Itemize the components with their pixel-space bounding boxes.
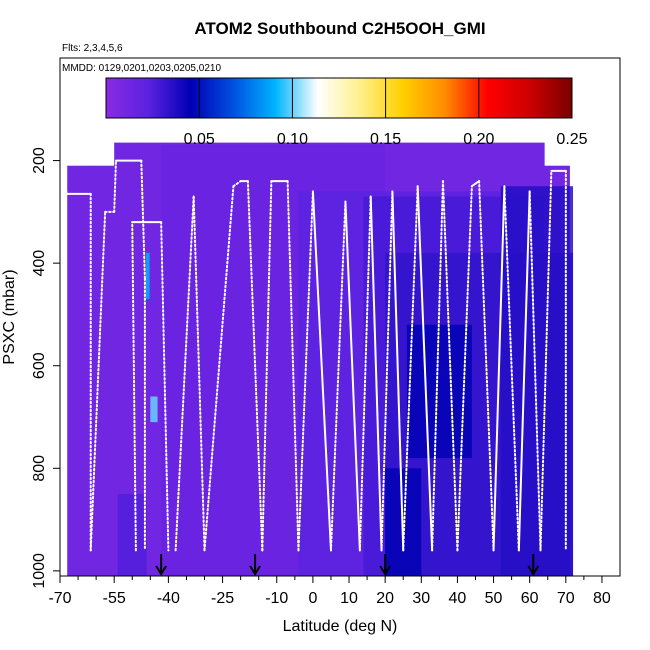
y-tick-label: 400 bbox=[31, 250, 48, 277]
flight-track-segment bbox=[539, 169, 553, 552]
x-tick-label: 50 bbox=[485, 590, 503, 607]
colorbar-ticks: 0.05 0.10 0.15 0.20 0.25 bbox=[184, 78, 588, 148]
heatmap-region bbox=[500, 186, 574, 576]
flight-track-segment bbox=[286, 180, 300, 552]
flight-track-segment bbox=[369, 195, 383, 552]
chart-title: ATOM2 Southbound C2H5OOH_GMI bbox=[194, 19, 485, 38]
colorbar: 0.05 0.10 0.15 0.20 0.25 bbox=[105, 77, 588, 148]
heatmap-region bbox=[145, 252, 150, 300]
x-tick-label: -70 bbox=[48, 590, 71, 607]
colorbar-tick-label: 0.05 bbox=[184, 131, 215, 148]
latitude-arrow bbox=[155, 554, 168, 576]
flight-track-segment bbox=[232, 180, 242, 188]
heatmap-region bbox=[150, 396, 158, 423]
y-axis: 200 400 600 800 1000 bbox=[31, 147, 60, 589]
flight-track-segment bbox=[192, 195, 206, 552]
x-tick-label: -55 bbox=[103, 590, 126, 607]
latitude-arrow bbox=[527, 554, 540, 576]
colorbar-tick-label: 0.20 bbox=[463, 131, 494, 148]
flight-track-segment bbox=[297, 190, 314, 552]
colorbar-tick-label: 0.10 bbox=[277, 131, 308, 148]
flight-track-segment bbox=[431, 180, 444, 552]
flight-track-segment bbox=[113, 159, 117, 213]
y-tick-label: 1000 bbox=[31, 553, 48, 589]
y-axis-label: PSXC (mbar) bbox=[1, 269, 18, 364]
x-tick-label: 30 bbox=[412, 590, 430, 607]
latitude-arrow bbox=[379, 554, 392, 576]
flight-track-segment bbox=[503, 185, 520, 552]
x-axis-label: Latitude (deg N) bbox=[283, 618, 398, 635]
flight-track-segment bbox=[441, 180, 459, 552]
flight-track-segment bbox=[140, 159, 146, 280]
flight-track-segment bbox=[261, 180, 273, 552]
flight-track-segment bbox=[89, 210, 107, 552]
flight-track-segment bbox=[203, 185, 235, 552]
flight-track-segment bbox=[63, 185, 69, 195]
flight-track-segment bbox=[329, 200, 347, 552]
flight-track-segment bbox=[311, 190, 332, 552]
flight-track-segment bbox=[416, 185, 434, 552]
x-tick-label: 40 bbox=[449, 590, 467, 607]
flight-track-segment bbox=[391, 190, 405, 552]
flight-profiles bbox=[63, 159, 567, 552]
colorbar-tick-label: 0.25 bbox=[556, 131, 587, 148]
x-tick-label: 80 bbox=[593, 590, 611, 607]
heatmap-region bbox=[406, 324, 472, 459]
colorbar-tick-label: 0.15 bbox=[370, 131, 401, 148]
flight-track-segment bbox=[358, 195, 372, 552]
flights-label: Flts: 2,3,4,5,6 bbox=[62, 43, 123, 54]
y-tick-label: 200 bbox=[31, 147, 48, 174]
x-tick-label: -40 bbox=[157, 590, 180, 607]
flight-track-segment bbox=[174, 195, 195, 552]
flight-track-segment bbox=[344, 200, 361, 552]
heatmap-background-column bbox=[67, 165, 94, 576]
x-tick-label: 70 bbox=[557, 590, 575, 607]
flight-track-segment bbox=[517, 190, 531, 552]
x-tick-label: 20 bbox=[376, 590, 394, 607]
x-axis: -70 -55 -40 -25 -10 0 10 20 30 40 50 60 70 80 bbox=[48, 576, 611, 607]
flight-track-segment bbox=[528, 190, 542, 552]
colorbar-gradient bbox=[105, 77, 573, 119]
latitude-arrows bbox=[155, 554, 540, 576]
flight-track-segment bbox=[160, 221, 170, 552]
flight-track-segment bbox=[478, 180, 495, 552]
flight-track-segment bbox=[470, 180, 481, 188]
plot-frame bbox=[59, 57, 621, 577]
flight-track-segment bbox=[456, 185, 473, 552]
latitude-arrow bbox=[249, 554, 261, 576]
flight-track-segment bbox=[492, 185, 506, 552]
x-tick-label: 0 bbox=[308, 590, 317, 607]
x-tick-label: -25 bbox=[211, 590, 234, 607]
x-tick-label: 10 bbox=[340, 590, 358, 607]
y-tick-label: 600 bbox=[31, 352, 48, 379]
flight-track-segment bbox=[380, 190, 394, 552]
heatmap-background-column bbox=[92, 165, 115, 576]
flight-track-segment bbox=[246, 180, 264, 552]
flight-track-segment bbox=[131, 221, 137, 552]
flight-track-segment bbox=[402, 185, 419, 552]
x-tick-label: 60 bbox=[521, 590, 539, 607]
mmdd-label: MMDD: 0129,0201,0203,0205,0210 bbox=[62, 63, 221, 74]
heatmap-region bbox=[117, 493, 147, 576]
y-tick-label: 800 bbox=[31, 455, 48, 482]
x-tick-label: -10 bbox=[265, 590, 288, 607]
